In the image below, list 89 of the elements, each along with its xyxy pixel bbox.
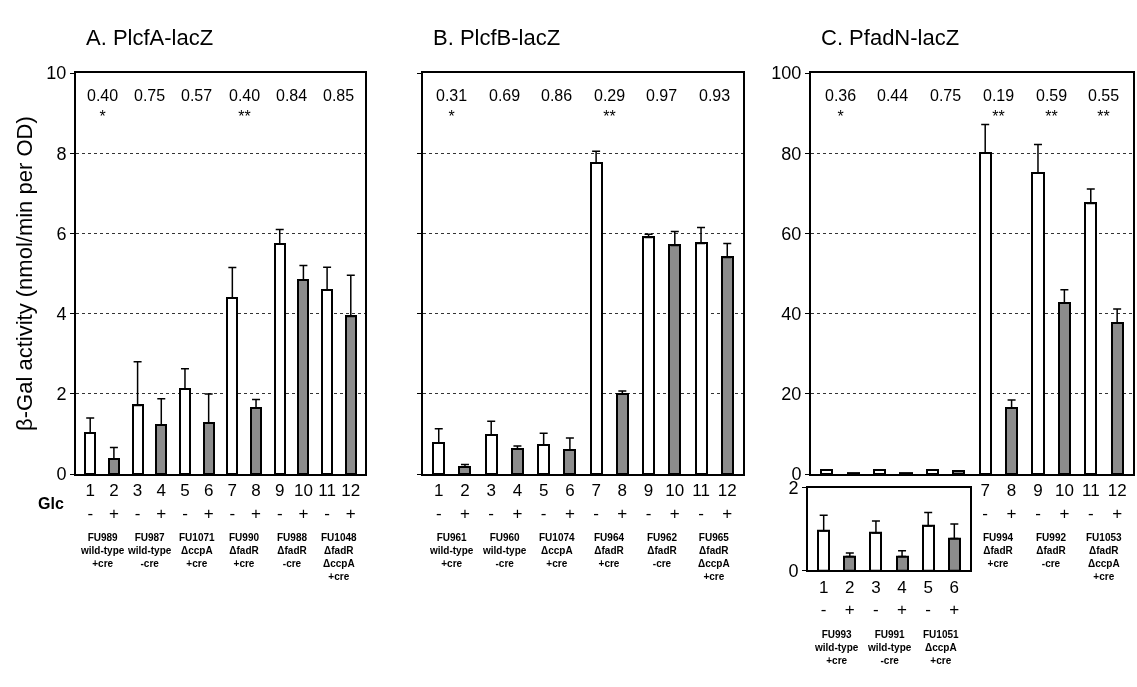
text: FU990 ΔfadR +cre: [229, 532, 260, 569]
text: FU988 ΔfadR -cre: [277, 532, 308, 569]
x-tick-label: 11 -: [318, 481, 336, 523]
annotation: 0.29 **: [594, 87, 626, 125]
annotation: 0.75: [134, 87, 166, 104]
x-tick-label: 1 -: [434, 481, 444, 523]
text: FU1048 ΔfadR ΔccpA +cre: [321, 532, 358, 582]
x-tick-label: 3 -: [486, 481, 496, 523]
x-tick-label: 11 -: [692, 481, 710, 523]
x-tick-label: 8 +: [251, 481, 262, 523]
annotation: 0.85: [323, 87, 355, 104]
x-tick-label: 2 +: [844, 577, 855, 619]
x-tick-label: 11 -: [1081, 481, 1100, 523]
annotation: 0.19 **: [983, 87, 1015, 125]
y-tick-label: 2: [56, 384, 67, 405]
text: FU994 ΔfadR +cre: [983, 532, 1014, 569]
x-tick-label: 3 -: [132, 481, 143, 523]
x-tick-label: 4 +: [897, 577, 908, 619]
text: FU960 wild-type -cre: [482, 532, 527, 569]
y-tick-label: 100: [771, 63, 802, 84]
annotation: 0.31 *: [436, 87, 468, 125]
annotation: 0.57: [181, 87, 213, 104]
y-tick-label: 40: [781, 304, 802, 324]
y-tick-label: 4: [56, 304, 67, 324]
annotation: 0.40 **: [229, 87, 261, 125]
x-tick-label: 9 -: [1033, 481, 1043, 523]
text: FU989 wild-type +cre: [80, 532, 125, 569]
y-tick-label: 80: [781, 143, 802, 164]
x-tick-label: 7 -: [227, 481, 238, 523]
x-tick-label: 12 +: [341, 481, 361, 523]
annotation: 0.75: [930, 87, 962, 104]
chart-title: B. PlcfB-lacZ: [433, 25, 561, 50]
text: FU1053 ΔfadR ΔccpA +cre: [1086, 532, 1123, 582]
y-tick-label: 20: [781, 384, 802, 405]
annotation: 0.40 *: [87, 87, 119, 125]
x-tick-label: 5 -: [538, 481, 549, 523]
y-tick-label: 0: [788, 560, 799, 581]
x-tick-label: 6 +: [203, 481, 214, 523]
text: FU991 wild-type -cre: [867, 629, 912, 666]
x-tick-label: 7 -: [980, 481, 990, 523]
chart-title: C. PfadN-lacZ: [821, 25, 960, 50]
x-tick-label: 9 -: [643, 481, 654, 523]
y-tick-label: 6: [56, 223, 67, 244]
annotation: 0.86: [541, 87, 573, 104]
x-tick-label: 10 +: [665, 481, 685, 523]
x-tick-label: 2 +: [108, 481, 119, 523]
text: FU1071 ΔccpA +cre: [179, 532, 216, 569]
text: FU965 ΔfadR ΔccpA +cre: [698, 532, 730, 582]
annotation: 0.55 **: [1088, 87, 1120, 125]
x-tick-label: 4 +: [512, 481, 523, 523]
x-tick-label: 3 -: [871, 577, 881, 619]
text: FU964 ΔfadR +cre: [594, 532, 625, 569]
annotation: 0.93: [699, 87, 731, 104]
annotation: 0.44: [877, 87, 909, 104]
annotation: 0.59 **: [1036, 87, 1068, 125]
x-tick-label: 9 -: [274, 481, 285, 523]
annotation: 0.69: [489, 87, 521, 104]
x-tick-label: 1 -: [818, 577, 829, 619]
text: FU962 ΔfadR -cre: [647, 532, 678, 569]
x-tick-label: 5 -: [180, 481, 190, 523]
text: FU992 ΔfadR -cre: [1036, 532, 1067, 569]
x-tick-label: 8 +: [617, 481, 628, 523]
y-tick-label: 8: [56, 143, 67, 164]
x-tick-label: 6 +: [564, 481, 575, 523]
x-tick-label: 4 +: [156, 481, 167, 523]
x-tick-label: 6 +: [949, 577, 960, 619]
annotation: 0.36 *: [825, 87, 857, 125]
x-tick-label: 7 -: [591, 481, 601, 523]
x-tick-label: 10 +: [1054, 481, 1074, 523]
x-tick-label: 2 +: [460, 481, 470, 523]
x-tick-label: 5 -: [923, 577, 933, 619]
chart-title: A. PlcfA-lacZ: [86, 25, 214, 50]
y-tick-label: 10: [46, 63, 67, 84]
text: FU987 wild-type -cre: [127, 532, 172, 569]
annotation: 0.84: [276, 87, 308, 104]
text: FU993 wild-type +cre: [814, 629, 859, 666]
x-tick-label: 12 +: [717, 481, 737, 523]
y-tick-label: 0: [56, 464, 67, 485]
text: FU961 wild-type +cre: [429, 532, 474, 569]
y-axis-title: β-Gal activity (nmol/min per OD): [11, 116, 37, 431]
x-tick-label: 12 +: [1107, 481, 1127, 523]
x-tick-label: 8 +: [1006, 481, 1017, 523]
x-tick-label: 1 -: [85, 481, 95, 523]
text: FU1074 ΔccpA +cre: [539, 532, 576, 569]
text: Glc: [38, 495, 64, 512]
x-tick-label: 10 +: [293, 481, 313, 523]
y-tick-label: 60: [781, 223, 802, 244]
annotation: 0.97: [646, 87, 678, 104]
text: FU1051 ΔccpA +cre: [923, 629, 960, 666]
